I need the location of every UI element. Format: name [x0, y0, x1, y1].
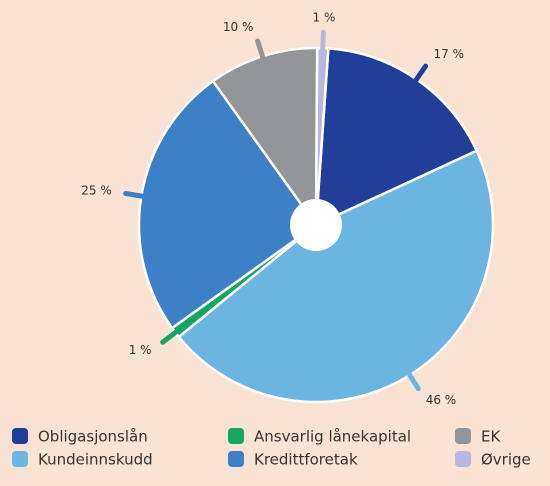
- legend-swatch: [228, 451, 244, 467]
- data-label: 1 %: [313, 11, 336, 25]
- data-label: 17 %: [434, 47, 465, 61]
- leader-line: [405, 369, 421, 392]
- legend-swatch: [12, 428, 28, 444]
- leader-line: [411, 63, 429, 86]
- legend-label: Kundeinnskudd: [38, 451, 153, 469]
- data-label: 1 %: [129, 343, 152, 357]
- data-label: 25 %: [81, 184, 112, 198]
- legend-label: Kredittforetak: [254, 451, 358, 469]
- leader-line: [160, 327, 182, 345]
- data-label: 10 %: [223, 20, 254, 34]
- legend-swatch: [455, 428, 471, 444]
- center-hole: [290, 199, 342, 251]
- legend-swatch: [228, 428, 244, 444]
- legend-label: Ansvarlig lånekapital: [254, 428, 411, 446]
- legend-label: Obligasjonslån: [38, 428, 148, 446]
- legend-label: EK: [481, 428, 501, 446]
- leader-line: [320, 29, 326, 55]
- leader-line: [255, 38, 267, 63]
- legend-swatch: [12, 451, 28, 467]
- data-label: 46 %: [426, 393, 457, 407]
- leader-line: [123, 190, 148, 200]
- legend-swatch: [455, 451, 471, 467]
- legend-label: Øvrige: [481, 451, 531, 469]
